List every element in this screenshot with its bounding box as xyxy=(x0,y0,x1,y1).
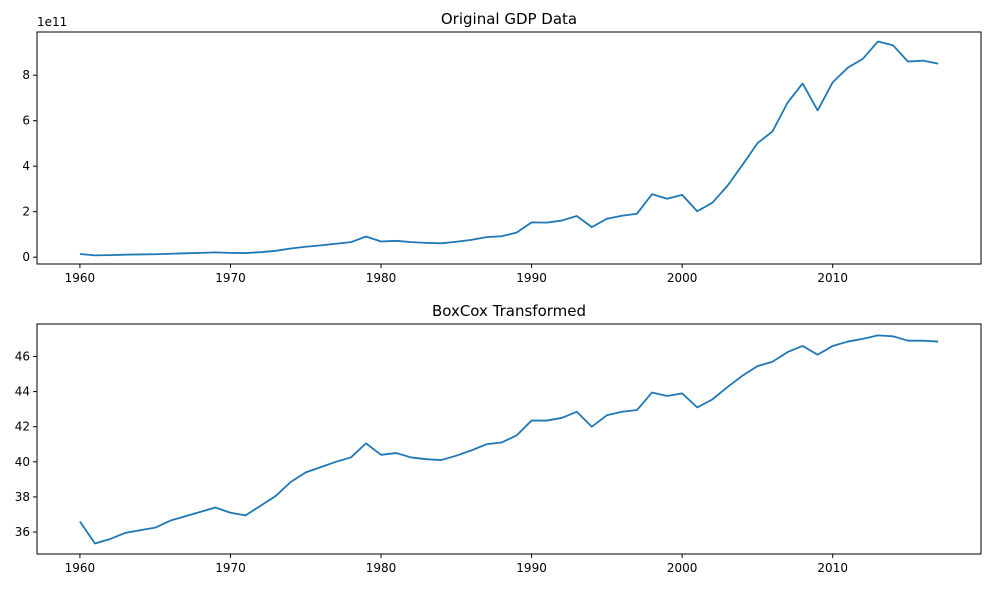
y-tick-label: 46 xyxy=(15,349,30,363)
y-tick-label: 40 xyxy=(15,455,30,469)
subplot-title: BoxCox Transformed xyxy=(432,302,586,320)
axes-frame xyxy=(36,31,982,265)
y-tick-label: 8 xyxy=(22,68,30,82)
subplot-title: Original GDP Data xyxy=(441,10,577,28)
y-tick-label: 38 xyxy=(15,490,30,504)
x-tick-label: 2000 xyxy=(667,271,698,285)
x-tick-label: 1990 xyxy=(516,271,547,285)
axes-frame xyxy=(36,323,982,555)
y-tick-label: 6 xyxy=(22,114,30,128)
y-tick-label: 4 xyxy=(22,159,30,173)
x-tick-label: 1960 xyxy=(65,561,96,575)
y-tick-label: 42 xyxy=(15,420,30,434)
x-tick-label: 1980 xyxy=(366,561,397,575)
series-line-1 xyxy=(79,40,939,257)
x-tick-label: 2000 xyxy=(667,561,698,575)
y-tick-label: 2 xyxy=(22,205,30,219)
y-tick-label: 44 xyxy=(15,385,30,399)
y-tick-label: 0 xyxy=(22,250,30,264)
x-tick-label: 2010 xyxy=(817,271,848,285)
x-tick-label: 1980 xyxy=(366,271,397,285)
series-line-1 xyxy=(79,334,939,545)
y-tick-label: 36 xyxy=(15,525,30,539)
y-scale-offset-label: 1e11 xyxy=(37,15,67,29)
x-tick-label: 2010 xyxy=(817,561,848,575)
x-tick-label: 1960 xyxy=(65,271,96,285)
x-tick-label: 1990 xyxy=(516,561,547,575)
x-tick-label: 1970 xyxy=(215,561,246,575)
subplot-2: BoxCox Transformed 1960 1970 1980 1990 2000 20… xyxy=(15,302,982,575)
x-tick-label: 1970 xyxy=(215,271,246,285)
subplot-1: Original GDP Data 1e11 1960 1970 1980 1990 200… xyxy=(22,10,982,285)
